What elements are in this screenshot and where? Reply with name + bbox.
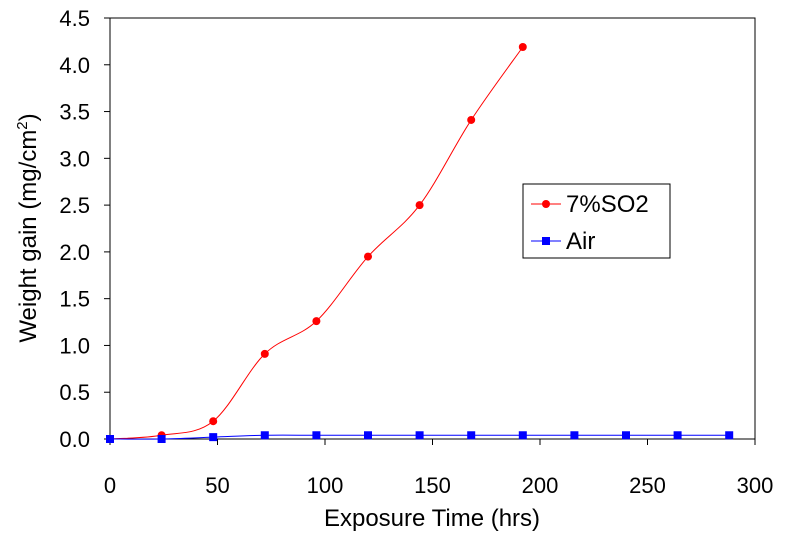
y-tick-label: 4.0 — [59, 53, 90, 78]
data-point-7%so2 — [415, 201, 424, 210]
x-tick-label: 0 — [104, 473, 116, 498]
x-tick-label: 100 — [307, 473, 344, 498]
data-point-air — [209, 433, 218, 442]
y-tick-label: 3.5 — [59, 100, 90, 125]
data-point-air — [518, 431, 527, 440]
legend-marker-7%so2 — [542, 200, 550, 208]
y-tick-label: 0.5 — [59, 380, 90, 405]
data-point-7%so2 — [209, 417, 218, 426]
legend-label-air: Air — [566, 228, 595, 255]
data-point-air — [157, 435, 166, 443]
y-tick-label: 2.0 — [59, 240, 90, 265]
data-point-7%so2 — [260, 349, 269, 358]
x-axis: 0 50 100 150 200 250 300 — [104, 439, 773, 498]
x-tick-label: 300 — [737, 473, 774, 498]
x-tick-label: 250 — [629, 473, 666, 498]
y-axis: 0.0 0.5 1.0 1.5 2.0 2.5 3.0 3.5 4.0 4.5 — [59, 6, 110, 452]
series-line-7%so2 — [109, 46, 524, 440]
x-tick-label: 50 — [205, 473, 229, 498]
data-point-air — [260, 431, 269, 440]
x-tick-label: 150 — [414, 473, 451, 498]
y-tick-label: 1.0 — [59, 333, 90, 358]
legend-box — [522, 183, 671, 259]
data-point-7%so2 — [364, 252, 372, 261]
data-point-air — [415, 431, 424, 440]
y-axis-title-main: Weight gain (mg/cm — [15, 130, 42, 343]
y-tick-label: 1.5 — [59, 287, 90, 312]
data-point-7%so2 — [312, 317, 321, 326]
y-tick-label: 0.0 — [59, 427, 90, 452]
legend: 7%SO2 Air — [522, 183, 671, 259]
data-point-air — [364, 431, 372, 440]
y-axis-title-close: ) — [15, 113, 42, 121]
series-air — [106, 431, 734, 443]
y-axis-title-superscript: 2 — [14, 121, 31, 129]
x-tick-label: 200 — [522, 473, 559, 498]
y-tick-label: 2.5 — [59, 193, 90, 218]
data-point-air — [725, 431, 734, 440]
data-point-air — [673, 431, 682, 440]
data-point-7%so2 — [467, 115, 476, 124]
x-axis-title: Exposure Time (hrs) — [324, 505, 540, 532]
legend-label-7%so2: 7%SO2 — [566, 191, 649, 218]
y-tick-label: 3.0 — [59, 146, 90, 171]
data-point-air — [622, 431, 630, 440]
data-point-air — [312, 431, 321, 440]
data-point-air — [106, 435, 114, 443]
data-point-air — [467, 431, 476, 440]
y-tick-label: 4.5 — [59, 6, 90, 31]
data-point-7%so2 — [518, 43, 527, 52]
legend-marker-air — [542, 237, 550, 245]
y-axis-title: Weight gain (mg/cm2) — [14, 113, 42, 342]
series-layer — [106, 43, 734, 443]
data-point-air — [570, 431, 579, 440]
